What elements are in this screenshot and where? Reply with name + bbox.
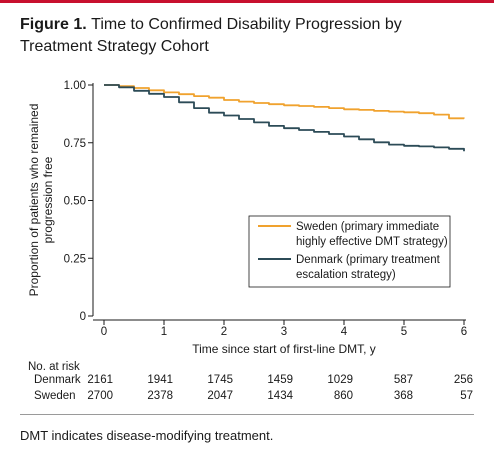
y-axis-label: Proportion of patients who remainedprogr… — [27, 104, 55, 297]
x-tick-label: 3 — [281, 326, 287, 338]
legend-entry-line: highly effective DMT strategy) — [296, 236, 448, 248]
legend-entry-line: Sweden (primary immediate — [296, 221, 439, 233]
x-tick-label: 2 — [221, 326, 227, 338]
risk-cell: 587 — [393, 374, 413, 386]
y-axis-label-line: progression free — [41, 156, 55, 243]
legend-box — [248, 215, 451, 288]
top-accent-rule — [0, 0, 494, 3]
legend-entry: Sweden (primary immediate highly effectiv… — [296, 221, 448, 248]
legend-entry-line: Denmark (primary treatment — [296, 254, 441, 266]
axes-layer: 0 0.25 0.50 0.75 1.00 0 1 2 3 4 5 6 Time since start… — [27, 80, 467, 356]
y-tick-label: 0.50 — [64, 196, 86, 208]
x-axis-label: Time since start of first-line DMT, y — [192, 342, 376, 356]
x-tick-label: 5 — [401, 326, 407, 338]
x-tick-label: 1 — [161, 326, 167, 338]
y-tick-label: 0.75 — [64, 138, 86, 150]
risk-cell: 57 — [460, 390, 473, 402]
figure-title-text: Time to Confirmed Disability Progression… — [20, 16, 402, 55]
risk-cell: 2161 — [87, 374, 113, 386]
chart-legend: Sweden (primary immediate highly effectiv… — [248, 215, 451, 288]
legend-entry: Denmark (primary treatment escalation str… — [296, 254, 441, 281]
figure-title-number: Figure 1. — [20, 16, 87, 33]
x-tick-label: 0 — [101, 326, 107, 338]
y-tick-label: 0.25 — [64, 253, 86, 265]
series-line-denmark — [104, 84, 465, 152]
risk-cell: 256 — [453, 374, 473, 386]
series-layer — [104, 84, 465, 152]
risk-row-label: Denmark — [34, 374, 81, 386]
risk-row-label: Sweden — [34, 390, 76, 402]
risk-cell: 1745 — [207, 374, 233, 386]
figure-footnote: DMT indicates disease-modifying treatmen… — [20, 428, 274, 443]
x-tick-label: 6 — [461, 326, 467, 338]
x-tick-label: 4 — [341, 326, 348, 338]
risk-cell: 2047 — [207, 390, 233, 402]
risk-cell: 368 — [393, 390, 413, 402]
risk-cell: 1434 — [267, 390, 293, 402]
figure-title: Figure 1. Time to Confirmed Disability P… — [20, 14, 460, 58]
risk-cell: 1029 — [327, 374, 353, 386]
risk-cell: 860 — [333, 390, 353, 402]
y-tick-label: 1.00 — [64, 80, 86, 92]
series-line-sweden — [104, 84, 465, 120]
risk-cell: 1459 — [267, 374, 293, 386]
risk-cell: 1941 — [147, 374, 173, 386]
risk-cell: 2378 — [147, 390, 173, 402]
footnote-divider — [20, 414, 474, 415]
risk-cell: 2700 — [87, 390, 113, 402]
risk-table-title: No. at risk — [28, 361, 80, 373]
y-tick-label: 0 — [80, 311, 86, 323]
legend-entry-line: escalation strategy) — [296, 269, 396, 281]
y-axis-label-line: Proportion of patients who remained — [27, 104, 41, 297]
